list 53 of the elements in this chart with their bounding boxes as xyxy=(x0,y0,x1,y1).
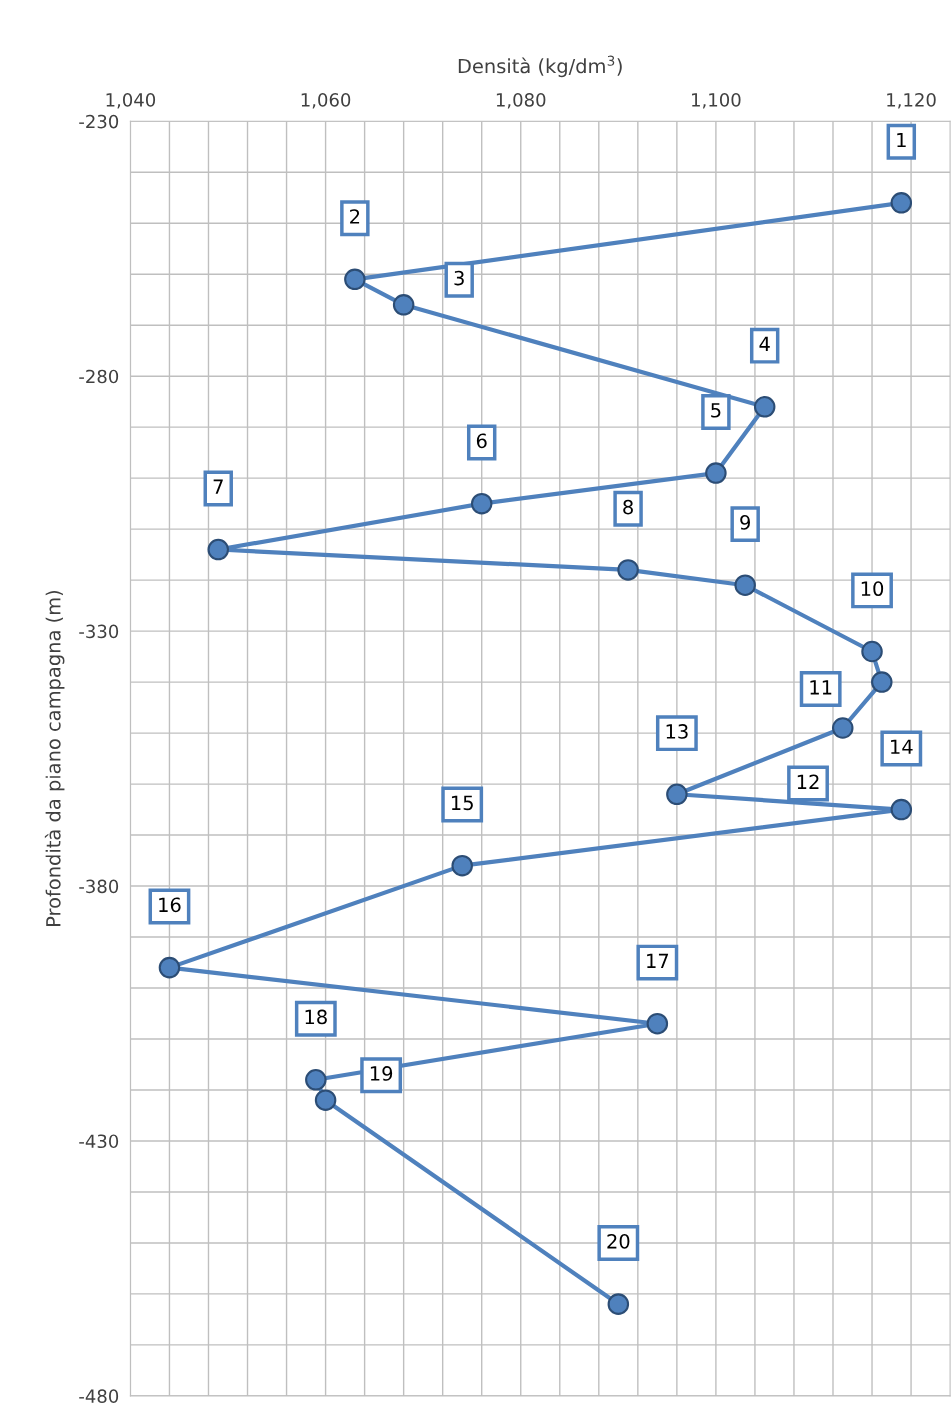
annotation: 17 xyxy=(647,953,669,968)
annotation: 3 xyxy=(454,270,464,286)
point xyxy=(890,192,913,214)
point xyxy=(666,783,688,806)
y-tick-label: -280 xyxy=(79,369,119,384)
point xyxy=(617,559,639,581)
annotation: 19 xyxy=(370,1066,393,1081)
point xyxy=(607,1293,630,1315)
y-tick-label: -380 xyxy=(79,879,119,894)
point xyxy=(832,717,854,739)
point xyxy=(305,1069,327,1091)
y-tick-label: -330 xyxy=(79,624,119,639)
annotation: 14 xyxy=(891,739,913,754)
annotation: 18 xyxy=(305,1009,327,1025)
annotation: 13 xyxy=(666,724,688,739)
point xyxy=(158,956,181,979)
y-axis-title: Profondità da piano campagna (m) xyxy=(44,590,65,926)
point xyxy=(646,1012,669,1035)
x-axis-title: Densità (kg/dm$^{3}$) xyxy=(458,55,622,78)
annotation: 16 xyxy=(159,897,181,913)
annotation: 4 xyxy=(759,336,770,352)
point xyxy=(451,854,473,877)
point xyxy=(871,671,893,693)
annotation: 9 xyxy=(740,515,750,530)
y-tick-label: -480 xyxy=(79,1389,119,1404)
point xyxy=(207,538,230,561)
annotation: 6 xyxy=(476,433,487,449)
annotation: 5 xyxy=(711,403,721,418)
x-tick-label: 1,120 xyxy=(887,92,936,109)
annotation: 10 xyxy=(861,581,884,597)
annotation: 8 xyxy=(623,499,633,515)
point xyxy=(890,798,913,821)
point xyxy=(861,640,883,663)
annotation: 7 xyxy=(213,479,223,494)
point xyxy=(705,462,727,484)
y-tick-label: -430 xyxy=(79,1134,119,1149)
point xyxy=(753,396,776,418)
x-tick-label: 1,080 xyxy=(496,92,546,109)
point xyxy=(344,268,366,291)
annotation: 1 xyxy=(897,132,906,148)
annotation: 2 xyxy=(350,209,360,224)
y-tick-label: -230 xyxy=(79,114,119,129)
x-tick-label: 1,040 xyxy=(106,92,156,109)
annotation: 11 xyxy=(810,680,832,695)
annotation: 15 xyxy=(451,795,473,811)
point xyxy=(314,1089,337,1111)
annotation: 20 xyxy=(607,1233,630,1249)
point xyxy=(392,294,415,316)
point xyxy=(470,492,493,515)
x-tick-label: 1,100 xyxy=(692,92,741,109)
annotation: 12 xyxy=(797,774,819,789)
point xyxy=(734,574,756,596)
x-tick-label: 1,060 xyxy=(301,92,351,109)
